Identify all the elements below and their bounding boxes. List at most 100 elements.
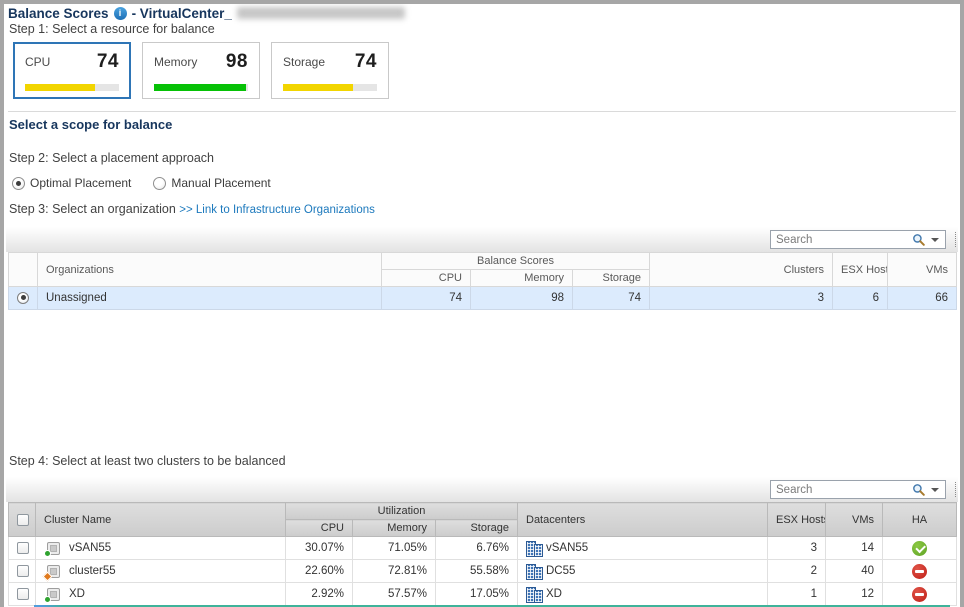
resource-card-storage[interactable]: Storage 74: [271, 42, 389, 99]
memory-utilization: 72.81%: [352, 559, 436, 583]
ha-status-icon: [912, 586, 927, 602]
row-checkbox[interactable]: [17, 564, 29, 577]
column-header-cluster-name[interactable]: Cluster Name: [35, 502, 286, 537]
column-header-cpu[interactable]: CPU: [381, 269, 471, 287]
radio-icon[interactable]: [153, 176, 167, 190]
datacenter-icon: [526, 587, 543, 603]
column-header-clusters[interactable]: Clusters: [649, 252, 834, 287]
clusters-toolbar: [6, 477, 958, 502]
vms-count: 66: [887, 286, 958, 310]
ha-status-icon: [912, 540, 927, 556]
esx-hosts-count: 2: [767, 559, 826, 583]
vms-count: 12: [825, 582, 883, 606]
infrastructure-organizations-link[interactable]: >> Link to Infrastructure Organizations: [179, 204, 375, 216]
memory-score: 98: [470, 286, 573, 310]
column-header-esx-hosts[interactable]: ESX Hosts: [767, 502, 826, 537]
cluster-name: cluster55: [69, 565, 116, 577]
cluster-status-icon: [44, 595, 51, 603]
cluster-name: XD: [69, 588, 85, 600]
resource-card-memory[interactable]: Memory 98: [142, 42, 260, 99]
radio-manual-placement[interactable]: Manual Placement: [153, 176, 271, 190]
column-header-memory[interactable]: Memory: [470, 269, 573, 287]
page-title-instance: - VirtualCenter_: [131, 5, 232, 21]
memory-utilization: 57.57%: [352, 582, 436, 606]
organizations-table: Organizations Balance Scores Clusters ES…: [8, 252, 958, 310]
placement-options: Optimal Placement Manual Placement: [12, 176, 271, 190]
card-label: Memory: [154, 55, 198, 69]
column-header-vms[interactable]: VMs: [825, 502, 883, 537]
card-progress-track: [154, 84, 248, 91]
esx-hosts-count: 1: [767, 582, 826, 606]
column-header-ha[interactable]: HA: [882, 502, 957, 537]
column-group-utilization: Utilization: [285, 502, 518, 520]
resource-card-cpu[interactable]: CPU 74: [13, 42, 131, 99]
column-header-vms[interactable]: VMs: [887, 252, 958, 287]
storage-utilization: 17.05%: [435, 582, 518, 606]
datacenter-name: XD: [546, 588, 562, 600]
radio-optimal-placement[interactable]: Optimal Placement: [12, 176, 131, 190]
select-all-checkbox[interactable]: [17, 513, 29, 526]
cpu-score: 74: [381, 286, 471, 310]
row-checkbox[interactable]: [17, 541, 29, 554]
column-header-datacenters[interactable]: Datacenters: [517, 502, 768, 537]
search-box[interactable]: [770, 480, 946, 499]
table-row[interactable]: vSAN55 30.07% 71.05% 6.76% vSAN55 3 14: [8, 536, 957, 560]
datacenter-name: DC55: [546, 565, 576, 577]
row-radio[interactable]: [17, 291, 29, 304]
organization-name: Unassigned: [37, 286, 382, 310]
card-score: 98: [225, 51, 248, 72]
search-icon[interactable]: [912, 483, 926, 497]
column-header-esx-hosts[interactable]: ESX Hosts: [832, 252, 889, 287]
resource-cards: CPU 74 Memory 98 Storage 74: [13, 42, 389, 99]
card-progress-fill: [283, 84, 353, 91]
esx-hosts-count: 3: [767, 536, 826, 560]
card-progress-fill: [154, 84, 247, 91]
page-title-text: Balance Scores: [8, 5, 109, 21]
vms-count: 14: [825, 536, 883, 560]
column-header-organizations[interactable]: Organizations: [37, 252, 382, 287]
card-progress-track: [25, 84, 119, 91]
column-header-select-all: [8, 502, 36, 537]
table-row[interactable]: cluster55 22.60% 72.81% 55.58% DC55 2 40: [8, 559, 957, 583]
column-header-storage[interactable]: Storage: [435, 519, 518, 537]
column-header-select: [8, 252, 38, 287]
search-input[interactable]: [771, 233, 912, 246]
datacenter-name: vSAN55: [546, 542, 589, 554]
bottom-cutoff-strip: [34, 605, 950, 607]
card-score: 74: [354, 51, 377, 72]
column-header-storage[interactable]: Storage: [571, 269, 651, 287]
storage-score: 74: [571, 286, 651, 310]
cluster-status-icon: [42, 571, 53, 581]
datacenter-icon: [526, 541, 543, 557]
card-progress-fill: [25, 84, 95, 91]
search-icon[interactable]: [912, 233, 926, 247]
radio-label: Optimal Placement: [30, 176, 132, 190]
table-row[interactable]: XD 2.92% 57.57% 17.05% XD 1 12: [8, 582, 957, 606]
cpu-utilization: 22.60%: [285, 559, 353, 583]
section-divider: [8, 111, 956, 112]
ha-status-icon: [912, 563, 927, 579]
clusters-table: Cluster Name Utilization Datacenters ESX…: [8, 502, 957, 606]
cluster-icon: [44, 587, 60, 603]
column-header-cpu[interactable]: CPU: [285, 519, 353, 537]
search-options-caret-icon[interactable]: [931, 237, 939, 242]
step1-label: Step 1: Select a resource for balance: [9, 22, 215, 36]
column-group-balance-scores: Balance Scores: [380, 252, 651, 270]
search-box[interactable]: [770, 230, 946, 249]
radio-icon[interactable]: [12, 176, 25, 190]
card-score: 74: [96, 51, 119, 72]
column-header-memory[interactable]: Memory: [352, 519, 436, 537]
card-label: CPU: [25, 55, 51, 69]
esx-hosts-count: 6: [832, 286, 889, 310]
search-options-caret-icon[interactable]: [931, 487, 939, 492]
info-icon[interactable]: i: [113, 6, 127, 20]
card-progress-track: [283, 84, 377, 91]
search-input[interactable]: [771, 483, 912, 496]
scope-heading: Select a scope for balance: [9, 117, 173, 132]
table-row[interactable]: Unassigned 74 98 74 3 6 66: [8, 286, 958, 310]
row-checkbox[interactable]: [17, 587, 29, 600]
memory-utilization: 71.05%: [352, 536, 436, 560]
cpu-utilization: 30.07%: [285, 536, 353, 560]
cluster-icon: [44, 541, 60, 557]
